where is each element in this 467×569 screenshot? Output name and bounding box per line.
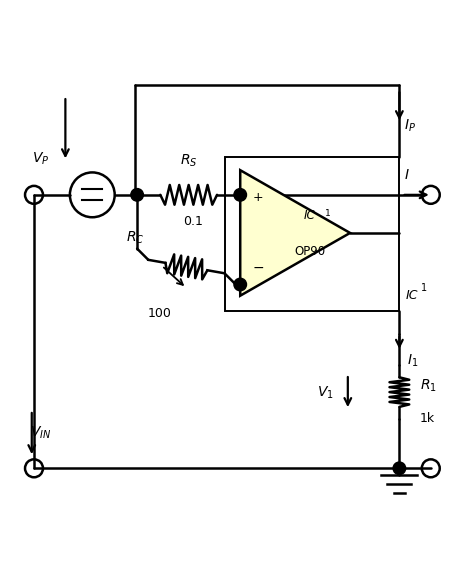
Circle shape — [393, 462, 406, 475]
Text: IC: IC — [406, 289, 418, 302]
Text: $I$: $I$ — [404, 168, 410, 182]
Text: $R_C$: $R_C$ — [126, 229, 144, 246]
Text: −: − — [252, 261, 264, 275]
Circle shape — [234, 278, 247, 291]
Text: 1: 1 — [421, 283, 427, 292]
Text: $V_P$: $V_P$ — [32, 151, 50, 167]
Text: 0.1: 0.1 — [183, 215, 203, 228]
Text: $R_1$: $R_1$ — [419, 377, 437, 394]
Text: $V_1$: $V_1$ — [317, 385, 334, 401]
Circle shape — [131, 188, 143, 201]
Text: IC: IC — [304, 208, 316, 221]
Text: $I_P$: $I_P$ — [404, 117, 416, 134]
Text: 1: 1 — [325, 209, 331, 218]
Text: $V_{IN}$: $V_{IN}$ — [29, 424, 51, 440]
Text: $I_1$: $I_1$ — [407, 353, 419, 369]
Text: OP90: OP90 — [294, 245, 325, 258]
Circle shape — [234, 188, 247, 201]
Polygon shape — [240, 170, 350, 296]
Bar — [225, 156, 399, 311]
Text: $R_S$: $R_S$ — [180, 153, 198, 170]
Text: +: + — [253, 192, 263, 204]
Text: 1k: 1k — [419, 413, 435, 426]
Text: 100: 100 — [148, 307, 171, 320]
